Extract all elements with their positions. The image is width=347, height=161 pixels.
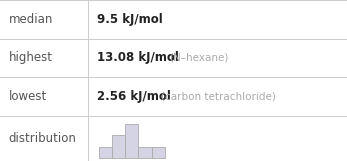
Text: (N–hexane): (N–hexane) <box>169 53 229 63</box>
Bar <box>138 147 152 158</box>
Bar <box>112 135 125 158</box>
Text: 9.5 kJ/mol: 9.5 kJ/mol <box>97 13 163 26</box>
Text: 13.08 kJ/mol: 13.08 kJ/mol <box>97 52 192 64</box>
Text: highest: highest <box>9 52 53 64</box>
Bar <box>152 147 165 158</box>
Text: (carbon tetrachloride): (carbon tetrachloride) <box>161 92 276 102</box>
Text: lowest: lowest <box>9 90 47 103</box>
Text: 2.56 kJ/mol: 2.56 kJ/mol <box>97 90 171 103</box>
Bar <box>125 124 138 158</box>
Bar <box>99 147 112 158</box>
Text: distribution: distribution <box>9 132 77 145</box>
Text: median: median <box>9 13 53 26</box>
